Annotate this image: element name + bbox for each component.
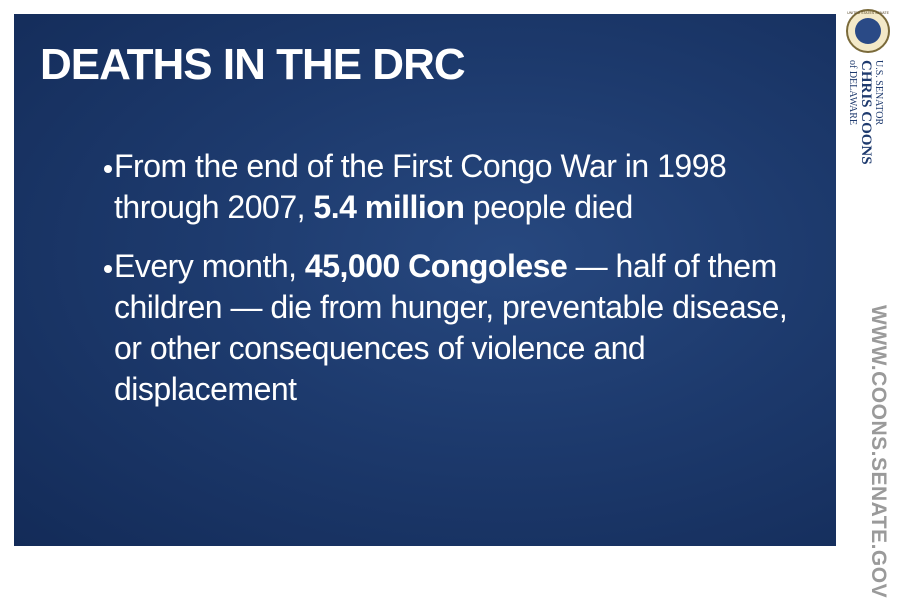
seal-center [855, 18, 881, 44]
bullet: From the end of the First Congo War in 1… [104, 146, 794, 228]
slide-title: DEATHS IN THE DRC [40, 40, 466, 89]
bullet-text: — half of them children — die from hunge… [114, 248, 788, 407]
senator-block: U.S. SENATOR CHRIS COONS of DELAWARE [847, 60, 884, 190]
seal-text: UNITED STATES SENATE [847, 11, 889, 15]
page: DEATHS IN THE DRC From the end of the Fi… [14, 9, 890, 598]
bullet-text: From the end of the First Congo War in 1… [114, 148, 727, 225]
slide-panel: DEATHS IN THE DRC From the end of the Fi… [14, 14, 836, 546]
bullet-text: people died [464, 189, 633, 225]
bullet: Every month, 45,000 Congolese — half of … [104, 246, 794, 410]
bullet-emphasis: 45,000 Congolese [304, 248, 568, 284]
bullet-list: From the end of the First Congo War in 1… [104, 146, 794, 428]
senator-state: of DELAWARE [847, 60, 858, 126]
senate-seal: UNITED STATES SENATE [846, 9, 890, 53]
website: WWW.COONS.SENATE.GOV [867, 305, 890, 598]
bullet-emphasis: 5.4 million [313, 189, 465, 225]
senator-name: CHRIS COONS [858, 60, 874, 165]
bullet-text: Every month, [114, 248, 305, 284]
senator-office: U.S. SENATOR [873, 60, 884, 126]
